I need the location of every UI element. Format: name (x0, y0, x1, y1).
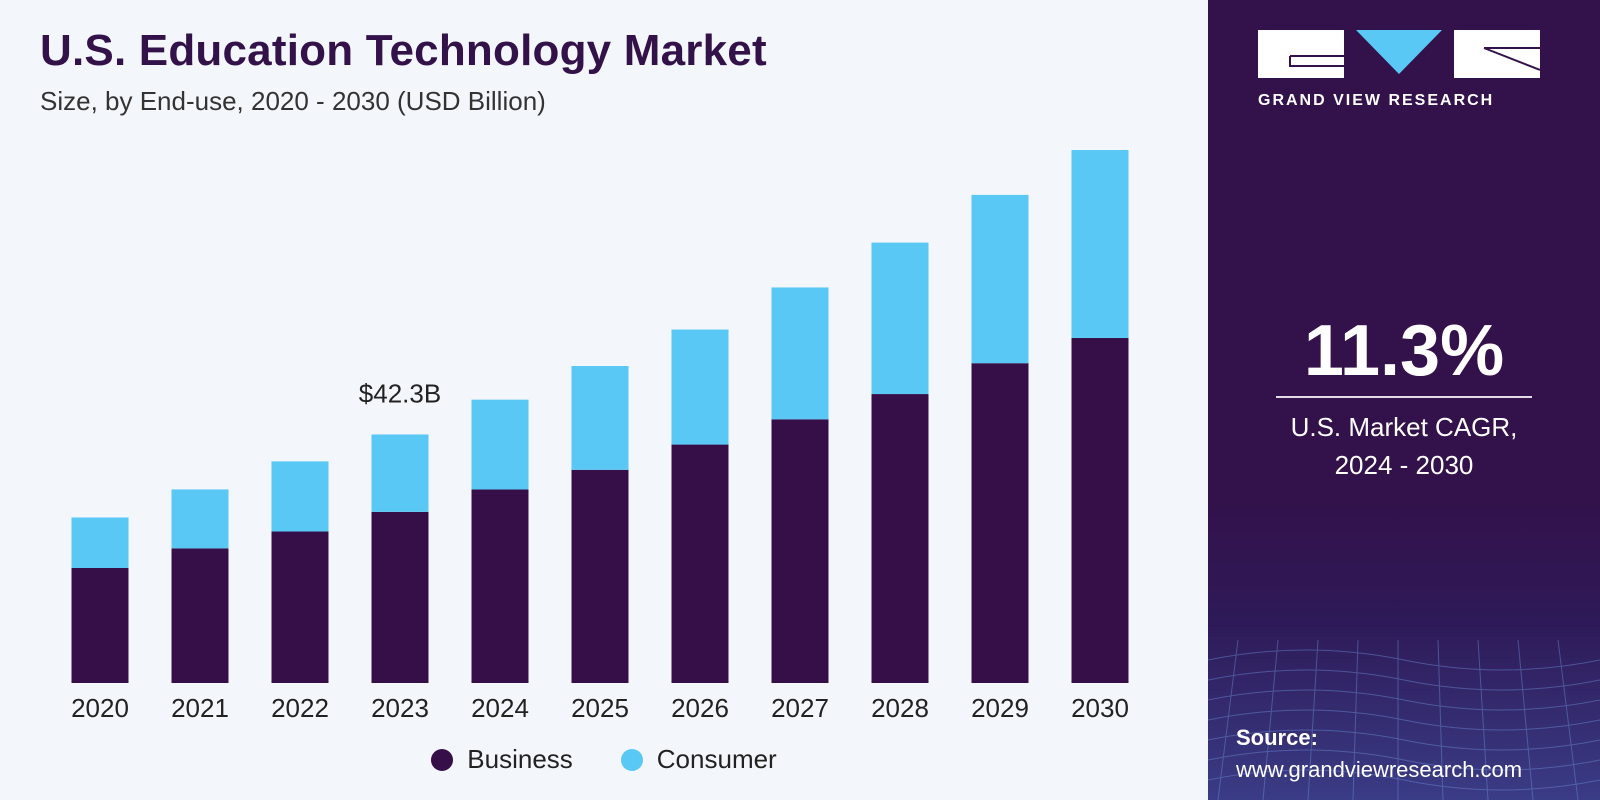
bar-consumer-2024 (471, 399, 529, 490)
x-tick-label-2022: 2022 (271, 693, 329, 723)
side-panel: GRAND VIEW RESEARCH 11.3% U.S. Market CA… (1208, 0, 1600, 800)
cagr-divider (1276, 396, 1532, 398)
brand-logo: GRAND VIEW RESEARCH (1258, 30, 1558, 110)
bar-chart-plot: 2020 2021 2022 2023 $42.3B 2024 2025 2026 2027 20… (71, 150, 1129, 723)
bar-consumer-2029 (971, 194, 1029, 364)
bar-business-2023 (371, 511, 429, 683)
logo-block-g (1258, 30, 1344, 78)
bar-business-2021 (171, 548, 229, 683)
chart-area: U.S. Education Technology Market Size, b… (0, 26, 1208, 775)
bar-consumer-2021 (171, 489, 229, 549)
logo-block-v (1356, 30, 1442, 78)
source-heading: Source: (1236, 725, 1318, 750)
x-tick-label-2021: 2021 (171, 693, 229, 723)
legend-label-business: Business (467, 744, 573, 774)
legend-label-consumer: Consumer (656, 744, 777, 774)
bar-consumer-2026 (671, 329, 729, 445)
legend-item-business: Business (431, 744, 573, 775)
legend-swatch-business (431, 748, 454, 771)
data-label-2023: $42.3B (359, 378, 441, 408)
bar-business-2025 (571, 469, 629, 683)
x-tick-label-2027: 2027 (771, 693, 829, 723)
cagr-value: 11.3% (1303, 311, 1505, 391)
bar-business-2027 (771, 419, 829, 683)
legend-item-consumer: Consumer (620, 744, 777, 775)
decorative-wave-grid (1208, 640, 1600, 800)
bar-business-2030 (1071, 337, 1129, 683)
bar-business-2026 (671, 444, 729, 683)
bar-consumer-2022 (271, 461, 329, 532)
x-tick-label-2023: 2023 (371, 693, 429, 723)
source-block: Source: www.grandviewresearch.com (1236, 722, 1522, 786)
bar-consumer-2030 (1071, 150, 1129, 338)
bar-business-2020 (71, 567, 129, 683)
cagr-label: U.S. Market CAGR, 2024 - 2030 (1208, 408, 1600, 484)
x-tick-label-2020: 2020 (71, 693, 129, 723)
bar-consumer-2027 (771, 287, 829, 420)
brand-wordmark: GRAND VIEW RESEARCH (1258, 92, 1495, 109)
chart-title: U.S. Education Technology Market (40, 26, 767, 75)
logo-block-r (1454, 30, 1541, 78)
x-tick-label-2030: 2030 (1071, 693, 1129, 723)
bar-business-2022 (271, 531, 329, 683)
x-tick-label-2024: 2024 (471, 693, 529, 723)
bar-business-2024 (471, 489, 529, 683)
bar-business-2028 (871, 394, 929, 683)
x-tick-label-2028: 2028 (871, 693, 929, 723)
bar-consumer-2025 (571, 366, 629, 470)
legend-swatch-consumer (620, 748, 643, 771)
cagr-label-line1: U.S. Market CAGR, (1290, 412, 1518, 442)
source-link[interactable]: www.grandviewresearch.com (1236, 757, 1523, 782)
x-tick-label-2026: 2026 (671, 693, 729, 723)
x-tick-label-2025: 2025 (571, 693, 629, 723)
logo-mark (1258, 30, 1558, 78)
bar-consumer-2023 (371, 434, 429, 512)
bar-business-2029 (971, 363, 1029, 683)
cagr-label-line2: 2024 - 2030 (1334, 450, 1474, 480)
bar-consumer-2028 (871, 242, 929, 395)
chart-subtitle: Size, by End-use, 2020 - 2030 (USD Billi… (40, 86, 546, 116)
x-tick-label-2029: 2029 (971, 693, 1029, 723)
bar-consumer-2020 (71, 517, 129, 568)
chart-legend: Business Consumer (0, 744, 1208, 775)
